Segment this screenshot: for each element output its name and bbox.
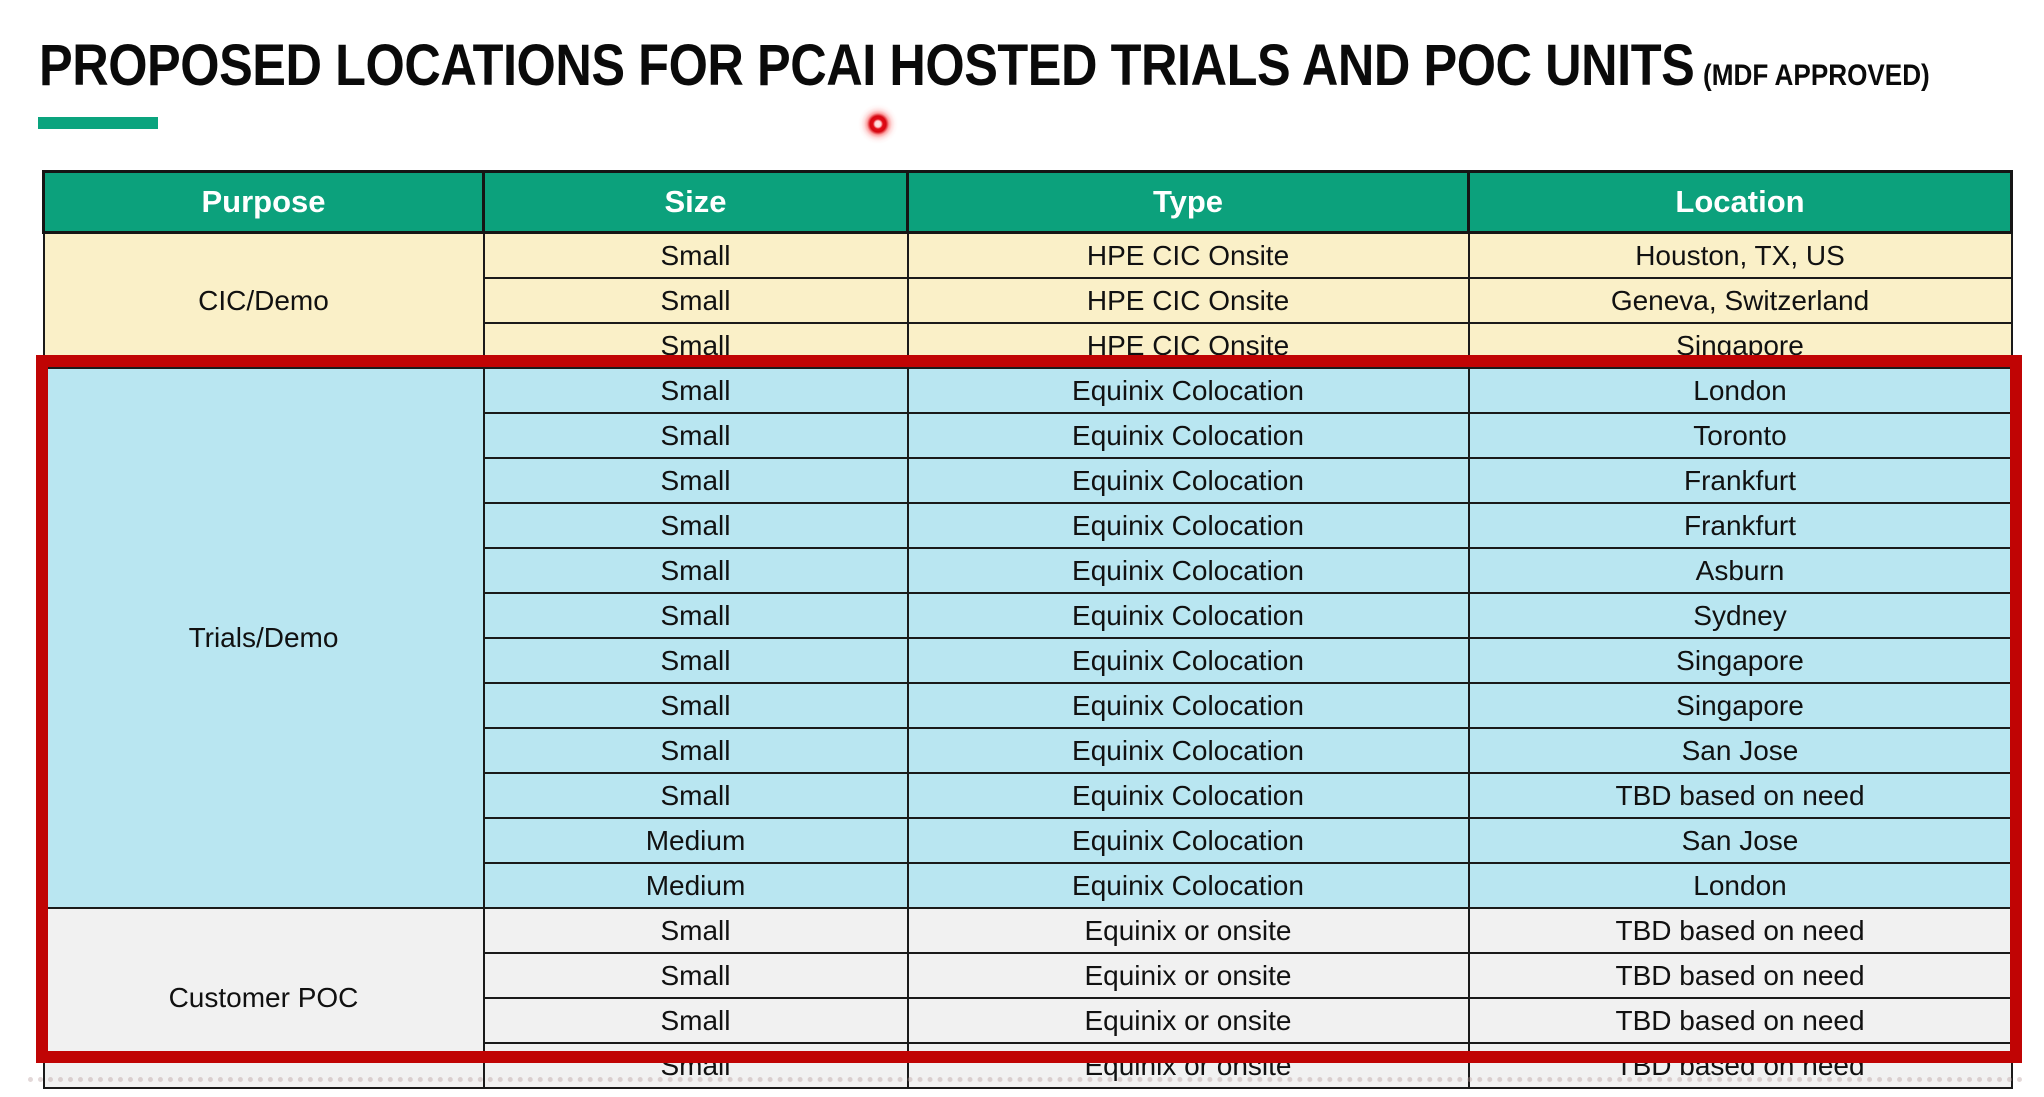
table-row: Small Equinix Colocation Sydney (44, 592, 2013, 639)
table-row: Small HPE CIC Onsite Geneva, Switzerland (44, 277, 2013, 324)
purpose-cell: Trials/Demo (42, 367, 485, 909)
size-cell: Small (482, 502, 909, 549)
location-cell: Singapore (1467, 637, 2013, 684)
size-cell: Small (482, 637, 909, 684)
size-cell: Medium (482, 862, 909, 909)
type-cell: HPE CIC Onsite (906, 231, 1470, 279)
size-cell: Small (482, 772, 909, 819)
location-cell: TBD based on need (1467, 952, 2013, 999)
type-cell: Equinix Colocation (906, 457, 1470, 504)
page-title-suffix: (MDF APPROVED) (1703, 59, 1930, 92)
size-cell: Small (482, 231, 909, 279)
table-row: Medium Equinix Colocation London (44, 862, 2013, 909)
page-title-main: PROPOSED LOCATIONS FOR PCAI HOSTED TRIAL… (39, 33, 1695, 98)
type-cell: Equinix Colocation (906, 637, 1470, 684)
table-row: Trials/Demo Small Equinix Colocation London (42, 367, 2013, 909)
locations-table: Purpose Size Type Location CIC/Demo Small HPE… (42, 170, 2013, 1089)
location-cell: Asburn (1467, 547, 2013, 594)
size-cell: Small (482, 367, 909, 414)
location-cell: TBD based on need (1467, 772, 2013, 819)
table-row: Small Equinix Colocation Singapore (44, 637, 2013, 684)
type-cell: Equinix Colocation (906, 592, 1470, 639)
size-cell: Small (482, 1042, 909, 1089)
header-row: Purpose Size Type Location (42, 170, 2013, 234)
table-row: Small Equinix or onsite TBD based on need (44, 997, 2013, 1044)
location-cell: London (1467, 862, 2013, 909)
size-cell: Small (482, 547, 909, 594)
size-cell: Small (482, 412, 909, 459)
type-cell: Equinix Colocation (906, 772, 1470, 819)
table-row: Small Equinix Colocation TBD based on need (44, 772, 2013, 819)
table-row: Small Equinix Colocation Frankfurt (44, 502, 2013, 549)
type-cell: Equinix Colocation (906, 862, 1470, 909)
type-cell: Equinix or onsite (906, 907, 1470, 954)
column-header-purpose: Purpose (42, 170, 485, 234)
location-cell: London (1467, 367, 2013, 414)
location-cell: TBD based on need (1467, 997, 2013, 1044)
type-cell: Equinix Colocation (906, 367, 1470, 414)
type-cell: Equinix Colocation (906, 502, 1470, 549)
column-header-size: Size (482, 170, 909, 234)
type-cell: Equinix Colocation (906, 682, 1470, 729)
location-cell: Singapore (1467, 682, 2013, 729)
location-cell: San Jose (1467, 817, 2013, 864)
location-cell: Toronto (1467, 412, 2013, 459)
location-cell: Geneva, Switzerland (1467, 277, 2013, 324)
table-row: Small Equinix Colocation San Jose (44, 727, 2013, 774)
bottom-dashed-artifact (28, 1077, 2024, 1082)
size-cell: Medium (482, 817, 909, 864)
type-cell: Equinix Colocation (906, 727, 1470, 774)
page-title: PROPOSED LOCATIONS FOR PCAI HOSTED TRIAL… (39, 34, 1930, 98)
location-cell: Frankfurt (1467, 457, 2013, 504)
table-row: Small Equinix Colocation Asburn (44, 547, 2013, 594)
size-cell: Small (482, 592, 909, 639)
location-cell: Frankfurt (1467, 502, 2013, 549)
location-cell: Singapore (1467, 322, 2013, 369)
laser-pointer-icon (858, 104, 898, 144)
size-cell: Small (482, 952, 909, 999)
size-cell: Small (482, 997, 909, 1044)
table-row: Small Equinix or onsite TBD based on need (44, 952, 2013, 999)
size-cell: Small (482, 457, 909, 504)
table-row: Small Equinix Colocation Frankfurt (44, 457, 2013, 504)
table-header: Purpose Size Type Location (42, 170, 2013, 234)
size-cell: Small (482, 907, 909, 954)
title-accent-bar (38, 117, 158, 129)
column-header-type: Type (906, 170, 1470, 234)
location-cell: TBD based on need (1467, 907, 2013, 954)
column-header-location: Location (1467, 170, 2013, 234)
table-row: Small Equinix Colocation Singapore (44, 682, 2013, 729)
type-cell: Equinix Colocation (906, 412, 1470, 459)
size-cell: Small (482, 322, 909, 369)
table-row: Small Equinix Colocation Toronto (44, 412, 2013, 459)
location-cell: Houston, TX, US (1467, 231, 2013, 279)
location-cell: San Jose (1467, 727, 2013, 774)
table-row: CIC/Demo Small HPE CIC Onsite Houston, TX, … (42, 231, 2013, 369)
type-cell: Equinix or onsite (906, 952, 1470, 999)
table-body: CIC/Demo Small HPE CIC Onsite Houston, TX, … (42, 231, 2013, 1089)
size-cell: Small (482, 727, 909, 774)
purpose-cell: Customer POC (42, 907, 485, 1089)
type-cell: Equinix Colocation (906, 547, 1470, 594)
type-cell: HPE CIC Onsite (906, 322, 1470, 369)
table-row: Medium Equinix Colocation San Jose (44, 817, 2013, 864)
location-cell: Sydney (1467, 592, 2013, 639)
size-cell: Small (482, 277, 909, 324)
purpose-cell: CIC/Demo (42, 231, 485, 369)
table-row: Customer POC Small Equinix or onsite TBD ba… (42, 907, 2013, 1089)
type-cell: Equinix Colocation (906, 817, 1470, 864)
type-cell: Equinix or onsite (906, 997, 1470, 1044)
type-cell: HPE CIC Onsite (906, 277, 1470, 324)
size-cell: Small (482, 682, 909, 729)
